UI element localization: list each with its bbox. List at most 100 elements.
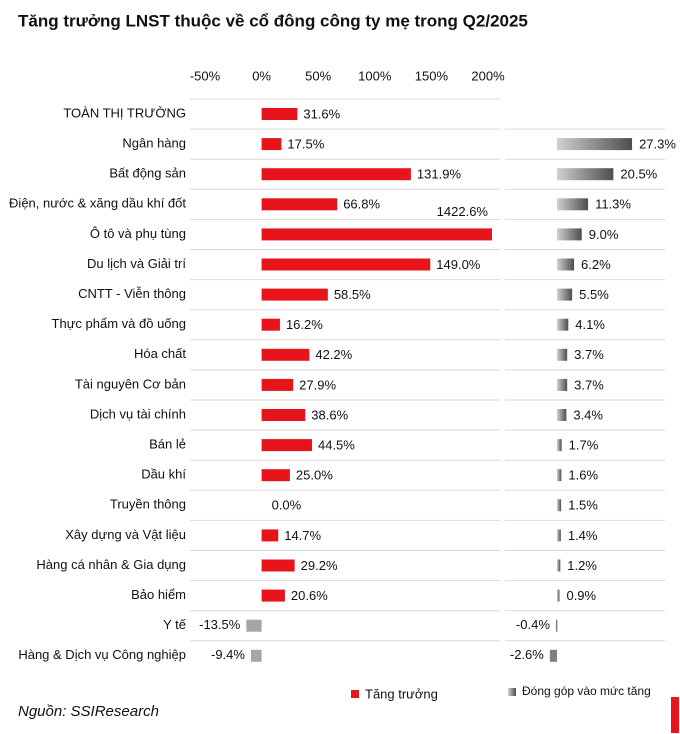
growth-label: 29.2% bbox=[301, 558, 338, 573]
y-tick-label: Bất động sản bbox=[109, 166, 186, 181]
growth-label: 58.5% bbox=[334, 287, 371, 302]
contribution-label: 5.5% bbox=[579, 287, 609, 302]
growth-bar bbox=[261, 439, 312, 452]
x-tick-label: 100% bbox=[358, 68, 392, 83]
contribution-bar bbox=[557, 499, 562, 512]
growth-bar bbox=[261, 168, 411, 181]
growth-label: 1422.6% bbox=[437, 204, 489, 219]
growth-bar bbox=[261, 138, 282, 151]
growth-bar bbox=[246, 619, 262, 632]
contribution-bar bbox=[557, 559, 561, 572]
contribution-label: 4.1% bbox=[575, 317, 605, 332]
growth-bar bbox=[261, 198, 338, 211]
x-tick-label: 50% bbox=[305, 68, 331, 83]
y-tick-label: Tài nguyên Cơ bản bbox=[75, 376, 186, 391]
x-tick-label: 200% bbox=[471, 68, 505, 83]
contribution-bar bbox=[557, 138, 633, 151]
contribution-bar bbox=[557, 439, 562, 452]
y-tick-label: Hàng & Dịch vụ Công nghiệp bbox=[18, 647, 186, 662]
contribution-bar bbox=[557, 469, 562, 482]
y-tick-label: Ô tô và phụ tùng bbox=[90, 226, 186, 241]
y-tick-label: Điện, nước & xăng dầu khí đốt bbox=[9, 196, 186, 211]
y-tick-label: Truyền thông bbox=[110, 497, 186, 512]
contribution-label: 27.3% bbox=[639, 137, 676, 152]
contribution-bar bbox=[557, 348, 568, 361]
contribution-bar bbox=[557, 228, 582, 241]
y-tick-label: Dịch vụ tài chính bbox=[90, 406, 186, 421]
x-tick-label: 0% bbox=[252, 68, 271, 83]
contribution-label: 1.2% bbox=[567, 558, 597, 573]
growth-label: 38.6% bbox=[311, 407, 348, 422]
contribution-bar bbox=[557, 168, 614, 181]
growth-label: 31.6% bbox=[303, 106, 340, 121]
growth-bar bbox=[261, 318, 280, 331]
contribution-bar bbox=[557, 318, 569, 331]
contribution-bar bbox=[557, 409, 567, 421]
growth-bar bbox=[250, 649, 262, 662]
contribution-label: 20.5% bbox=[620, 167, 657, 182]
growth-bar bbox=[261, 589, 285, 602]
y-tick-label: CNTT - Viễn thông bbox=[78, 286, 186, 301]
growth-label: 42.2% bbox=[315, 347, 352, 362]
contribution-label: 1.5% bbox=[568, 498, 598, 513]
y-tick-label: Ngân hàng bbox=[122, 136, 186, 151]
y-tick-label: Bảo hiểm bbox=[131, 587, 186, 602]
growth-bar bbox=[261, 348, 310, 361]
growth-bar bbox=[261, 559, 295, 572]
contribution-label: -0.4% bbox=[516, 617, 550, 632]
contribution-bar bbox=[555, 619, 558, 632]
growth-label: 20.6% bbox=[291, 588, 328, 603]
growth-bar bbox=[261, 529, 279, 542]
contribution-label: 3.4% bbox=[573, 407, 603, 422]
contribution-bar bbox=[557, 288, 573, 301]
growth-label: 25.0% bbox=[296, 468, 333, 483]
y-tick-label: Xây dựng và Vật liệu bbox=[65, 527, 186, 542]
contribution-label: 1.4% bbox=[568, 528, 598, 543]
contribution-bar bbox=[557, 589, 560, 602]
legend-swatch bbox=[351, 690, 359, 698]
x-tick-label: -50% bbox=[190, 68, 221, 83]
chart-title: Tăng trưởng LNST thuộc về cổ đông công t… bbox=[18, 11, 528, 30]
growth-bar bbox=[261, 228, 492, 241]
contribution-label: 3.7% bbox=[574, 347, 604, 362]
growth-label: 131.9% bbox=[417, 167, 462, 182]
growth-bar bbox=[261, 258, 431, 271]
growth-label: 0.0% bbox=[272, 498, 302, 513]
contribution-label: 1.7% bbox=[569, 438, 599, 453]
contribution-bar bbox=[557, 258, 575, 271]
contribution-label: 9.0% bbox=[589, 227, 619, 242]
growth-bar bbox=[261, 409, 306, 421]
growth-label: 14.7% bbox=[284, 528, 321, 543]
growth-label: 149.0% bbox=[436, 257, 481, 272]
y-tick-label: Thực phẩm và đồ uống bbox=[52, 316, 186, 331]
x-tick-label: 150% bbox=[415, 68, 449, 83]
contribution-bar bbox=[549, 649, 557, 662]
legend-label: Tăng trưởng bbox=[365, 686, 438, 701]
y-tick-label: Hóa chất bbox=[134, 346, 186, 361]
y-tick-label: Bán lẻ bbox=[149, 437, 186, 452]
contribution-label: 3.7% bbox=[574, 377, 604, 392]
contribution-bar bbox=[557, 198, 589, 211]
growth-label: -13.5% bbox=[199, 617, 241, 632]
contribution-label: -2.6% bbox=[510, 647, 544, 662]
contribution-label: 6.2% bbox=[581, 257, 611, 272]
y-tick-label: Hàng cá nhân & Gia dụng bbox=[36, 557, 186, 572]
growth-label: 16.2% bbox=[286, 317, 323, 332]
contribution-bar bbox=[557, 529, 561, 542]
growth-bar bbox=[261, 288, 328, 301]
source: Nguồn: SSIResearch bbox=[18, 703, 159, 720]
legend-label: Đóng góp vào mức tăng bbox=[522, 684, 651, 698]
growth-bar bbox=[261, 108, 298, 120]
contribution-label: 0.9% bbox=[566, 588, 596, 603]
growth-label: 44.5% bbox=[318, 438, 355, 453]
legend-swatch bbox=[508, 688, 516, 696]
growth-bar bbox=[261, 469, 290, 482]
growth-label: -9.4% bbox=[211, 647, 245, 662]
y-tick-label: TOÀN THỊ TRƯỜNG bbox=[63, 105, 186, 120]
contribution-label: 11.3% bbox=[595, 197, 631, 212]
growth-label: 66.8% bbox=[343, 197, 380, 212]
contribution-label: 1.6% bbox=[568, 468, 598, 483]
y-tick-label: Du lịch và Giải trí bbox=[87, 256, 186, 271]
contribution-bar bbox=[557, 378, 568, 391]
